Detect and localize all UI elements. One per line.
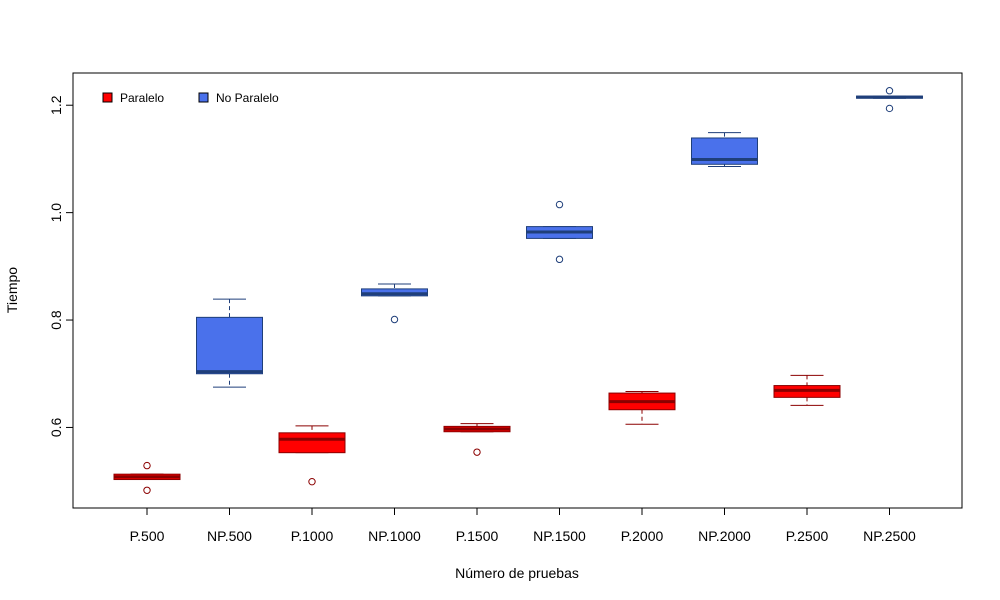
x-tick-label: NP.2500: [863, 528, 916, 544]
outlier-point: [885, 104, 894, 113]
x-tick-label: NP.1500: [533, 528, 586, 544]
outlier-point: [143, 486, 151, 494]
legend: Paralelo No Paralelo: [102, 91, 279, 105]
box-P.1500: [443, 423, 511, 456]
legend-swatch-2: [198, 92, 209, 103]
y-axis-title: Tiempo: [4, 267, 20, 313]
outlier-point: [390, 315, 399, 324]
outlier-point: [473, 448, 481, 456]
x-tick-label: P.1500: [456, 528, 499, 544]
box-P.500: [113, 461, 181, 494]
box-NP.2500: [856, 87, 923, 113]
y-tick-label: 1.0: [48, 203, 64, 223]
y-axis: 0.6 0.8 1.0 1.2: [48, 95, 74, 438]
outlier-point: [143, 461, 151, 470]
legend-label-1: Paralelo: [120, 91, 164, 105]
x-tick-label: NP.2000: [698, 528, 751, 544]
legend-label-2: No Paralelo: [216, 91, 279, 105]
x-tick-label: P.1000: [291, 528, 334, 544]
y-tick-label: 0.8: [48, 310, 64, 330]
outlier-point: [885, 87, 894, 95]
x-tick-label: NP.1000: [368, 528, 421, 544]
box-NP.500: [196, 298, 263, 388]
box-body: [196, 316, 263, 375]
box-P.2000: [608, 390, 676, 425]
outlier-point: [308, 477, 316, 486]
box-P.2500: [773, 374, 841, 406]
y-tick-label: 0.6: [48, 418, 64, 438]
box-P.1000: [278, 425, 346, 486]
box-NP.1500: [526, 200, 593, 264]
legend-swatch-1: [102, 92, 113, 103]
box-NP.2000: [691, 132, 758, 167]
outlier-point: [555, 200, 564, 209]
box-NP.1000: [361, 283, 428, 324]
boxes-layer: [113, 87, 923, 494]
x-tick-label: P.2000: [621, 528, 664, 544]
outlier-point: [555, 255, 564, 264]
box-body: [278, 432, 346, 454]
plot-frame: [72, 72, 963, 509]
x-axis-title: Número de pruebas: [455, 565, 579, 581]
x-tick-label: P.2500: [786, 528, 829, 544]
x-axis: P.500 NP.500 P.1000 NP.1000 P.1500 NP.1500 P.2…: [130, 507, 916, 544]
x-tick-label: NP.500: [207, 528, 252, 544]
x-tick-label: P.500: [130, 528, 165, 544]
y-tick-label: 1.2: [48, 95, 64, 115]
